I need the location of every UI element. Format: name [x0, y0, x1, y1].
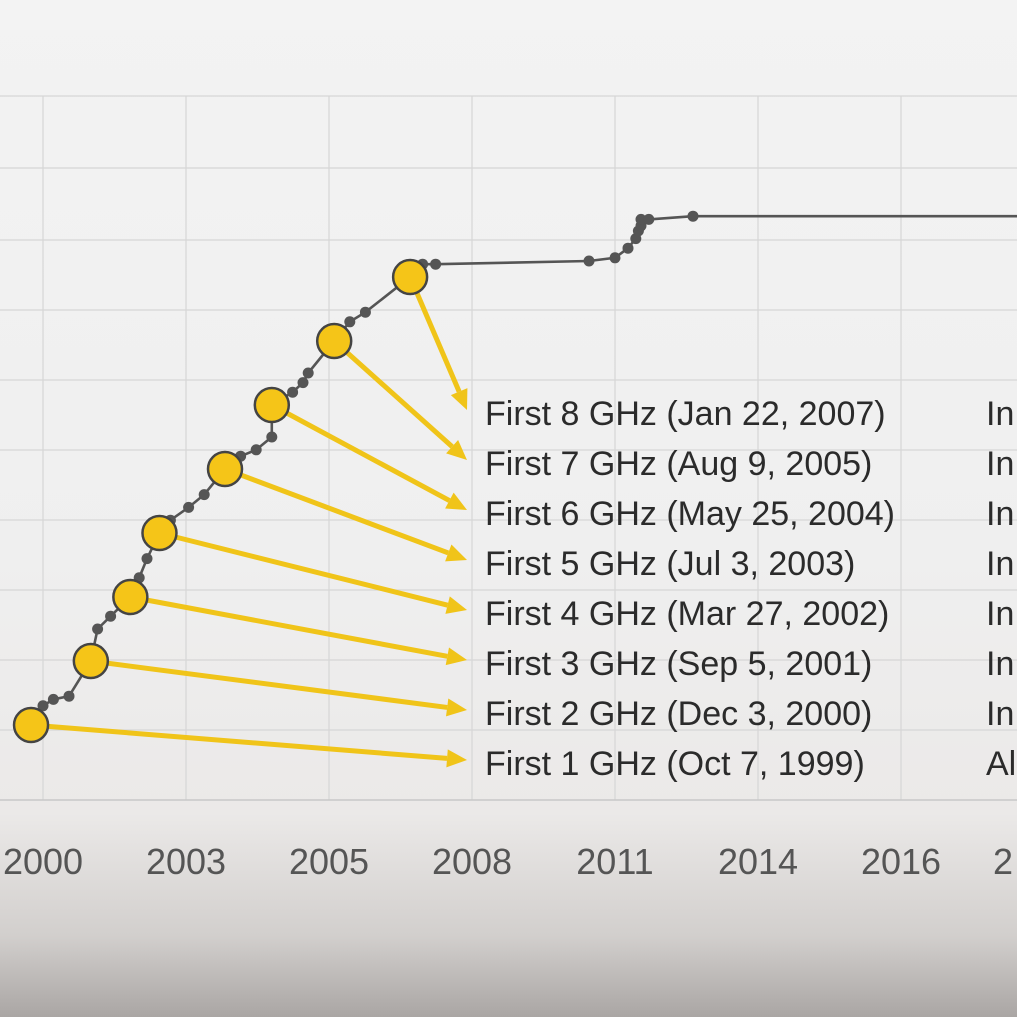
data-point	[287, 386, 299, 398]
annotation-arrow	[90, 658, 448, 710]
milestone-label: First 8 GHz (Jan 22, 2007)	[485, 395, 886, 433]
annotation-arrow	[332, 339, 454, 449]
milestone-label: First 6 GHz (May 25, 2004)	[485, 495, 895, 533]
annotation-arrow	[224, 466, 450, 556]
milestone-label-extra: In	[986, 545, 1014, 583]
annotation-arrowhead	[445, 647, 467, 666]
data-point	[266, 431, 278, 443]
milestone-label: First 2 GHz (Dec 3, 2000)	[485, 695, 872, 733]
annotation-labels: First 1 GHz (Oct 7, 1999) Al First 2 GHz (…	[485, 395, 1016, 783]
annotation-arrowhead	[445, 596, 467, 614]
annotation-arrow	[158, 530, 449, 608]
data-point	[430, 258, 442, 270]
x-tick-label: 2008	[432, 841, 512, 882]
x-tick-label: 2000	[3, 841, 83, 882]
data-point	[105, 610, 117, 622]
annotation-arrowhead	[445, 544, 467, 562]
data-point	[47, 693, 59, 705]
data-point	[37, 700, 49, 712]
milestone-point	[72, 642, 110, 680]
data-point	[92, 623, 104, 635]
data-point	[297, 377, 309, 389]
data-point	[344, 316, 356, 328]
data-point	[622, 242, 634, 254]
data-point	[183, 501, 195, 513]
milestone-point	[253, 386, 291, 424]
x-tick-label: 2005	[289, 841, 369, 882]
data-point	[635, 213, 647, 225]
x-tick-label: 2016	[861, 841, 941, 882]
annotation-arrowhead	[446, 749, 467, 768]
data-point	[359, 306, 371, 318]
data-point	[63, 690, 75, 702]
milestone-label-extra: In	[986, 595, 1014, 633]
grid	[0, 95, 1017, 801]
data-point	[302, 367, 314, 379]
data-point	[609, 252, 621, 264]
x-tick-label: 2014	[718, 841, 798, 882]
annotation-arrows	[30, 276, 468, 768]
milestone-label: First 5 GHz (Jul 3, 2003)	[485, 545, 855, 583]
data-point	[250, 444, 262, 456]
milestone-label-extra: In	[986, 645, 1014, 683]
x-tick-label: 2003	[146, 841, 226, 882]
milestone-point	[206, 450, 244, 488]
milestone-label-extra: In	[986, 495, 1014, 533]
milestone-label-extra: In	[986, 445, 1014, 483]
milestone-label-extra: Al	[986, 745, 1016, 783]
annotation-arrowhead	[445, 492, 467, 510]
annotation-arrow	[270, 402, 451, 503]
x-tick-label: 2011	[576, 841, 653, 882]
milestone-label-extra: In	[986, 695, 1014, 733]
annotation-arrow	[30, 722, 448, 761]
milestone-label: First 7 GHz (Aug 9, 2005)	[485, 445, 872, 483]
annotation-arrow	[129, 594, 448, 659]
annotation-arrowhead	[450, 388, 468, 410]
milestone-point	[112, 578, 149, 616]
data-point	[198, 489, 210, 501]
x-axis-ticks: 2000 2003 2005 2008 2011 2014 2016 2	[3, 841, 1013, 882]
milestone-point	[391, 258, 429, 296]
milestone-point	[315, 322, 353, 360]
x-tick-label: 2	[993, 841, 1013, 882]
milestone-point	[12, 706, 50, 744]
milestone-label: First 4 GHz (Mar 27, 2002)	[485, 595, 889, 633]
data-point	[583, 255, 595, 267]
annotation-arrow	[407, 276, 462, 393]
data-point	[141, 553, 153, 565]
milestone-label-extra: In	[986, 395, 1014, 433]
milestone-points	[12, 258, 429, 744]
data-point	[687, 210, 699, 222]
milestone-label: First 1 GHz (Oct 7, 1999)	[485, 745, 865, 783]
data-point	[643, 213, 655, 225]
milestone-label: First 3 GHz (Sep 5, 2001)	[485, 645, 872, 683]
annotation-arrowhead	[446, 439, 467, 460]
milestone-point	[141, 514, 178, 552]
annotation-arrowhead	[446, 698, 467, 717]
